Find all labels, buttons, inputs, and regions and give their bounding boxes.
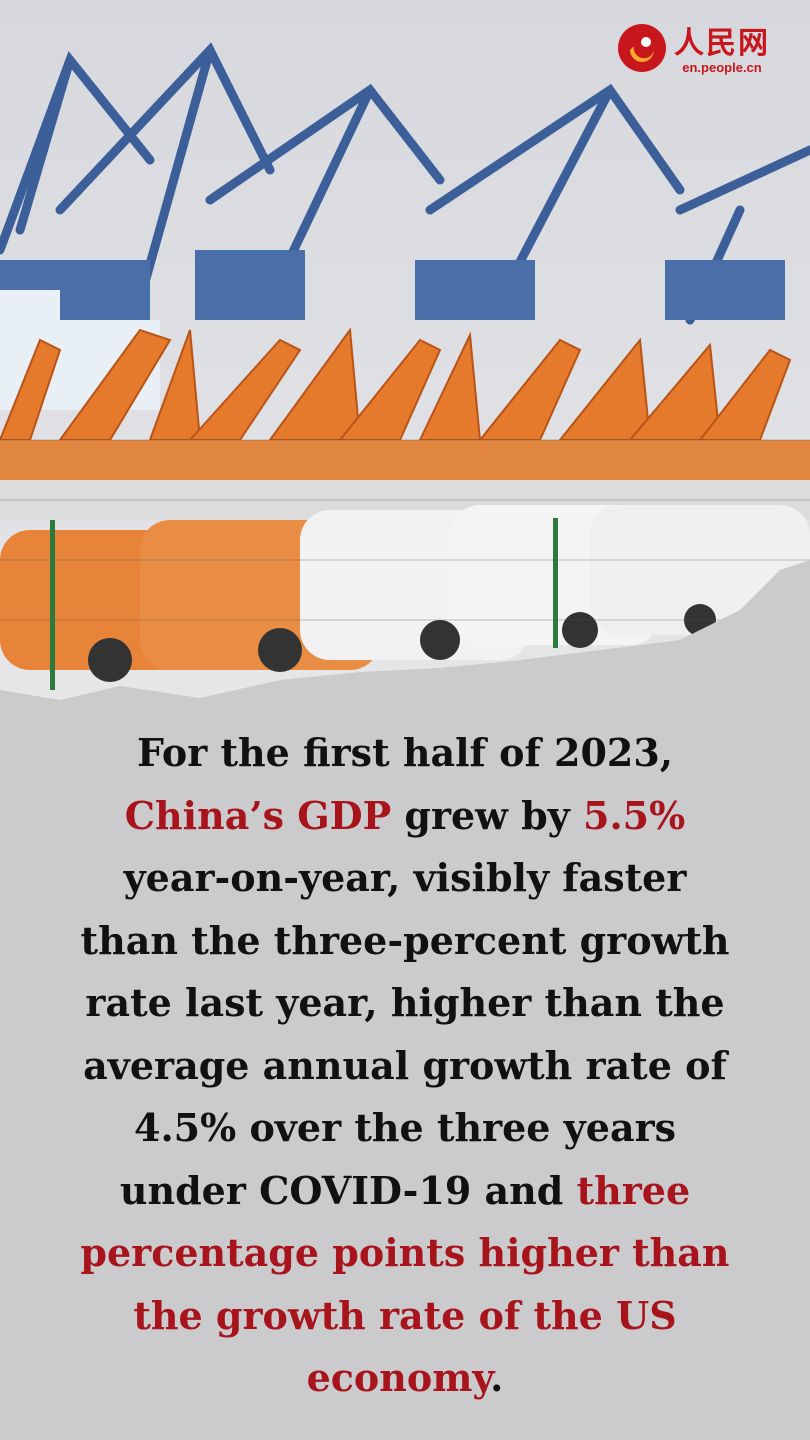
body-text-run: than the three-percent growth <box>80 917 730 963</box>
logo-url: en.people.cn <box>682 60 762 75</box>
logo-name: 人民网 <box>674 26 770 61</box>
text-line: year-on-year, visibly faster <box>0 847 810 910</box>
text-line: 4.5% over the three years <box>0 1097 810 1160</box>
body-text-run: . <box>490 1355 504 1400</box>
highlight-text: economy <box>306 1355 491 1400</box>
text-line: rate last year, higher than the <box>0 972 810 1035</box>
body-text-run: under COVID-19 and <box>119 1167 577 1213</box>
body-text-run: For the first half of 2023, <box>136 730 674 775</box>
body-text-run: rate last year, higher than the <box>85 980 725 1025</box>
text-line: percentage points higher than <box>0 1222 810 1285</box>
body-text-run: grew by <box>391 792 583 838</box>
highlight-text: the growth rate of the US <box>133 1292 677 1338</box>
text-line: than the three-percent growth <box>0 910 810 973</box>
body-text-run: 4.5% over the three years <box>134 1105 676 1150</box>
highlight-text: three <box>576 1167 691 1213</box>
text-line: China’s GDP grew by 5.5% <box>0 785 810 848</box>
photo <box>0 0 810 700</box>
text-line: the growth rate of the US <box>0 1285 810 1348</box>
highlight-text: 5.5% <box>583 792 686 838</box>
body-text: For the first half of 2023, China’s GDP g… <box>0 722 810 1410</box>
highlight-text: China’s GDP <box>124 792 392 838</box>
text-line: For the first half of 2023, <box>0 722 810 785</box>
text-line: under COVID-19 and three <box>0 1160 810 1223</box>
text-line: average annual growth rate of <box>0 1035 810 1098</box>
body-text-run: average annual growth rate of <box>83 1042 727 1088</box>
logo-mark <box>618 24 666 72</box>
body-text-run: year-on-year, visibly faster <box>123 855 687 900</box>
text-line: economy. <box>0 1347 810 1410</box>
logo: 人民网 en.people.cn <box>618 18 770 75</box>
highlight-text: percentage points higher than <box>80 1230 730 1275</box>
